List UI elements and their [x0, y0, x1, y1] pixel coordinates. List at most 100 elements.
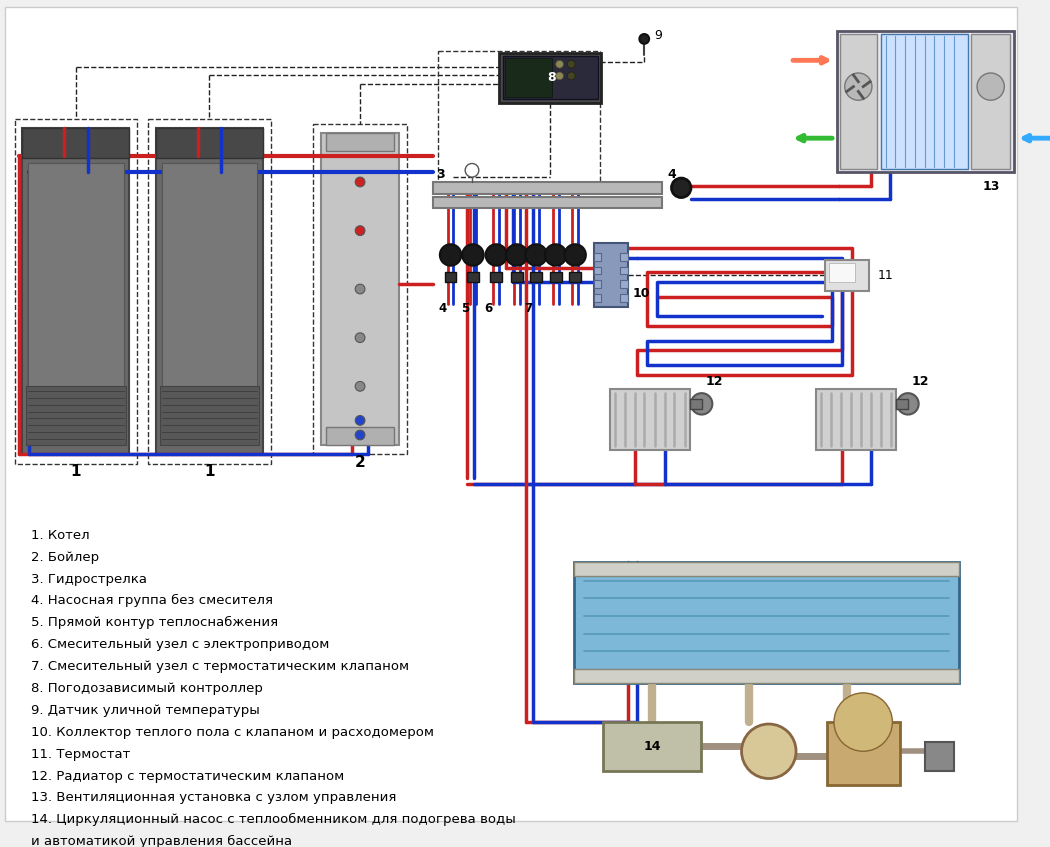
- Text: 9. Датчик уличной температуры: 9. Датчик уличной температуры: [32, 704, 260, 717]
- Text: 2: 2: [355, 455, 365, 470]
- Bar: [467, 273, 479, 282]
- Bar: [620, 267, 628, 274]
- Bar: [593, 253, 602, 261]
- Bar: [604, 722, 700, 771]
- Bar: [162, 163, 257, 391]
- Text: и автоматикой управления бассейна: и автоматикой управления бассейна: [32, 835, 292, 847]
- Text: 10: 10: [632, 287, 650, 301]
- Bar: [593, 243, 628, 307]
- Bar: [827, 722, 900, 785]
- Bar: [593, 294, 602, 302]
- Bar: [593, 267, 602, 274]
- Text: 3. Гидрострелка: 3. Гидрострелка: [32, 573, 147, 585]
- Bar: [433, 182, 662, 194]
- Text: 12: 12: [706, 375, 723, 388]
- Text: 7. Смесительный узел с термостатическим клапаном: 7. Смесительный узел с термостатическим …: [32, 660, 410, 673]
- Bar: [15, 119, 138, 464]
- Text: 1: 1: [204, 464, 214, 479]
- Bar: [620, 253, 628, 261]
- Circle shape: [691, 393, 712, 414]
- Bar: [817, 390, 897, 450]
- Circle shape: [639, 34, 649, 44]
- Bar: [620, 280, 628, 288]
- Bar: [433, 197, 662, 208]
- Text: 3: 3: [437, 168, 445, 180]
- Circle shape: [355, 284, 365, 294]
- Bar: [825, 260, 869, 291]
- Text: 8: 8: [547, 71, 557, 85]
- Bar: [505, 58, 552, 97]
- Circle shape: [545, 244, 566, 266]
- Text: 4: 4: [667, 168, 676, 180]
- Circle shape: [355, 177, 365, 187]
- Text: 12: 12: [911, 375, 929, 388]
- Bar: [690, 399, 701, 409]
- Bar: [28, 163, 124, 391]
- Text: 11. Термостат: 11. Термостат: [32, 748, 130, 761]
- Circle shape: [355, 381, 365, 391]
- Bar: [971, 34, 1010, 169]
- Bar: [897, 399, 908, 409]
- Text: 5. Прямой контур теплоснабжения: 5. Прямой контур теплоснабжения: [32, 617, 278, 629]
- Bar: [26, 386, 126, 445]
- Bar: [593, 280, 602, 288]
- Text: 4. Насосная группа без смесителя: 4. Насосная группа без смесителя: [32, 595, 273, 607]
- Bar: [574, 562, 959, 684]
- Bar: [326, 133, 394, 151]
- Bar: [574, 562, 959, 576]
- Text: 5: 5: [461, 302, 469, 315]
- Circle shape: [440, 244, 461, 266]
- Text: 4: 4: [439, 302, 447, 315]
- Text: 12. Радиатор с термостатическим клапаном: 12. Радиатор с термостатическим клапаном: [32, 770, 344, 783]
- Bar: [499, 53, 602, 103]
- Circle shape: [555, 60, 564, 68]
- Circle shape: [355, 333, 365, 342]
- Bar: [155, 129, 262, 158]
- Text: 13. Вентиляционная установка с узлом управления: 13. Вентиляционная установка с узлом упр…: [32, 791, 397, 805]
- Bar: [160, 386, 259, 445]
- Circle shape: [567, 72, 575, 80]
- Text: 6. Смесительный узел с электроприводом: 6. Смесительный узел с электроприводом: [32, 638, 330, 651]
- Circle shape: [355, 430, 365, 440]
- Circle shape: [465, 163, 479, 177]
- Text: 2. Бойлер: 2. Бойлер: [32, 551, 100, 563]
- Bar: [438, 51, 601, 185]
- Text: 8. Погодозависимый контроллер: 8. Погодозависимый контроллер: [32, 682, 262, 695]
- Text: 14: 14: [644, 740, 660, 753]
- Bar: [22, 129, 129, 455]
- Bar: [530, 273, 542, 282]
- Circle shape: [485, 244, 507, 266]
- Bar: [155, 129, 262, 455]
- Bar: [569, 273, 581, 282]
- Bar: [620, 294, 628, 302]
- Text: 13: 13: [982, 180, 1000, 193]
- Bar: [490, 273, 502, 282]
- Circle shape: [565, 244, 586, 266]
- Bar: [326, 427, 394, 445]
- Circle shape: [741, 724, 796, 778]
- Bar: [313, 124, 406, 455]
- Circle shape: [672, 178, 691, 197]
- Circle shape: [844, 73, 872, 100]
- Bar: [881, 34, 968, 169]
- Circle shape: [462, 244, 484, 266]
- Bar: [574, 668, 959, 684]
- Circle shape: [355, 226, 365, 235]
- Bar: [321, 133, 399, 445]
- Circle shape: [567, 60, 575, 68]
- Text: 10. Коллектор теплого пола с клапаном и расходомером: 10. Коллектор теплого пола с клапаном и …: [32, 726, 434, 739]
- Bar: [830, 263, 856, 282]
- Bar: [148, 119, 271, 464]
- Text: 6: 6: [484, 302, 492, 315]
- Text: 11: 11: [878, 268, 894, 282]
- Circle shape: [506, 244, 527, 266]
- Circle shape: [834, 693, 892, 751]
- Text: 7: 7: [524, 302, 532, 315]
- Circle shape: [355, 416, 365, 425]
- Bar: [503, 57, 597, 99]
- Bar: [550, 273, 562, 282]
- Bar: [924, 741, 953, 771]
- Text: 14. Циркуляционный насос с теплообменником для подогрева воды: 14. Циркуляционный насос с теплообменник…: [32, 813, 516, 827]
- Circle shape: [978, 73, 1004, 100]
- Bar: [22, 129, 129, 158]
